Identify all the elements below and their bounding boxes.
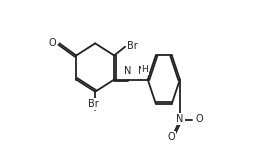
Text: N: N xyxy=(176,114,184,124)
Text: Br: Br xyxy=(127,41,137,51)
Text: H: H xyxy=(141,65,148,74)
Text: N: N xyxy=(138,66,146,76)
Text: O: O xyxy=(195,114,203,124)
Text: O: O xyxy=(48,38,56,48)
Text: O: O xyxy=(167,132,175,141)
Text: N: N xyxy=(124,66,132,76)
Text: Br: Br xyxy=(88,99,99,109)
